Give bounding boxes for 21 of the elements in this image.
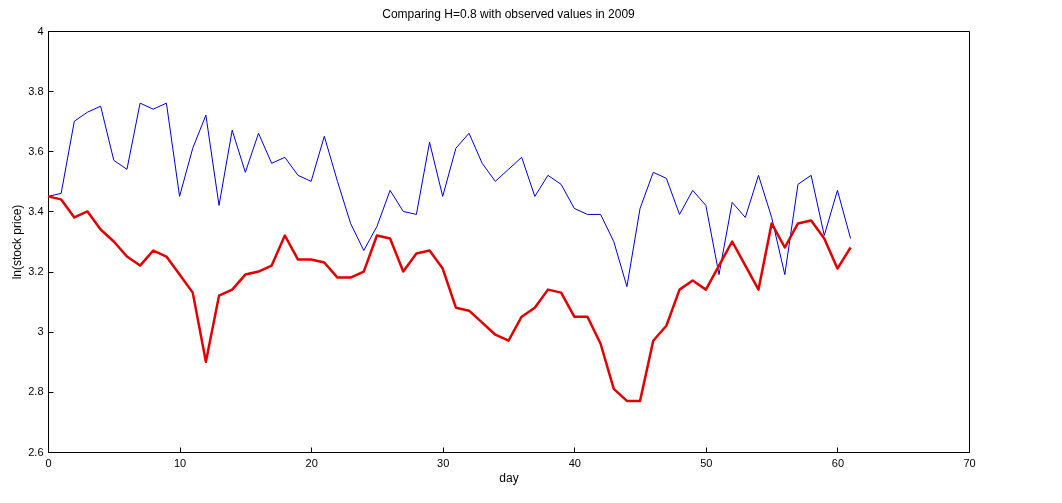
y-tick-label: 3.4 xyxy=(28,204,44,217)
x-tick-label: 10 xyxy=(173,456,187,469)
line-series xyxy=(47,102,852,288)
y-axis-title: ln(stock price) xyxy=(10,204,25,280)
x-tick-label: 0 xyxy=(45,456,52,469)
chart-title: Comparing H=0.8 with observed values in 2009 xyxy=(382,7,636,21)
x-tick-label: 20 xyxy=(305,456,318,469)
y-tick-label: 3 xyxy=(37,325,44,338)
y-tick-label: 2.8 xyxy=(28,385,44,398)
y-tick-label: 3.8 xyxy=(28,84,44,97)
x-tick-label: 50 xyxy=(700,456,713,469)
x-tick-label: 70 xyxy=(963,456,976,469)
y-tick-label: 3.2 xyxy=(28,265,44,278)
x-tick-label: 60 xyxy=(831,456,845,469)
x-tick-label: 30 xyxy=(437,456,450,469)
y-tick-label: 3.6 xyxy=(28,144,44,157)
y-tick-label: 2.6 xyxy=(28,445,44,458)
x-tick-label: 40 xyxy=(568,456,581,469)
x-axis-title: day xyxy=(499,470,519,485)
y-tick-label: 4 xyxy=(37,24,44,37)
line-series xyxy=(46,195,852,403)
